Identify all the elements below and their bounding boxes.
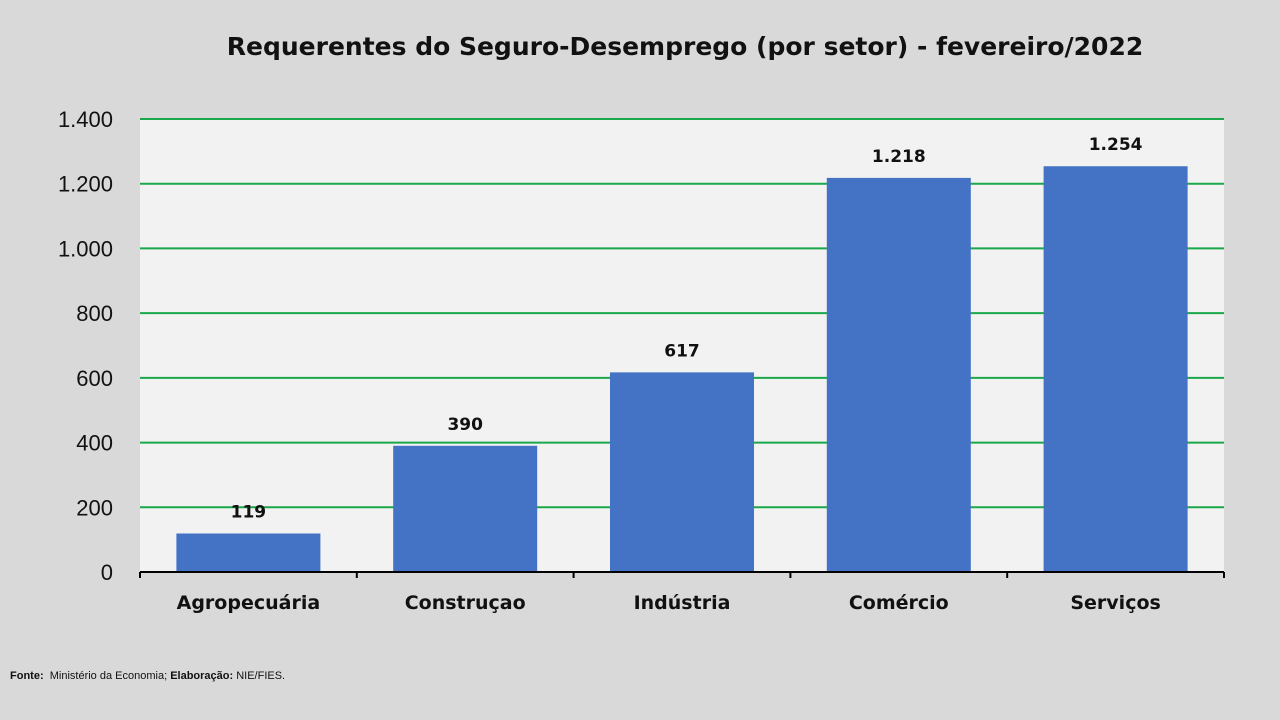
data-label: 119 <box>231 502 267 522</box>
source-label: Fonte: <box>10 670 44 682</box>
y-tick-label: 600 <box>76 366 113 391</box>
category-label: Construçao <box>405 592 526 614</box>
y-tick-label: 1.400 <box>58 107 113 132</box>
bar-2 <box>393 445 538 572</box>
data-label: 617 <box>664 341 700 361</box>
category-labels: Agropecuária Construçao Indústria Comércio S… <box>177 592 1161 614</box>
data-label: 390 <box>447 415 483 435</box>
y-axis-ticks: 0 200 400 600 800 1.000 1.200 1.400 <box>58 107 113 585</box>
y-tick-label: 400 <box>76 431 113 456</box>
y-tick-label: 1.200 <box>58 172 113 197</box>
y-tick-label: 0 <box>101 560 113 585</box>
category-label: Agropecuária <box>177 592 321 614</box>
bar-4 <box>826 177 971 572</box>
y-tick-label: 800 <box>76 301 113 326</box>
category-label: Comércio <box>849 592 949 614</box>
data-labels: 119 390 617 1.218 1.254 <box>231 135 1143 522</box>
bar-5 <box>1043 166 1188 572</box>
source-note: Fonte: Ministério da Economia; Elaboraçã… <box>10 670 285 682</box>
data-label: 1.218 <box>872 147 926 167</box>
bar-1 <box>176 533 321 572</box>
chart-title: Requerentes do Seguro-Desemprego (por se… <box>226 32 1144 61</box>
bars <box>176 166 1188 572</box>
elaboration-label: Elaboração: <box>170 670 234 682</box>
category-label: Serviços <box>1070 592 1160 614</box>
x-axis <box>139 571 1225 578</box>
source-text: Ministério da Economia; <box>49 670 168 682</box>
category-label: Indústria <box>634 592 731 614</box>
y-tick-label: 1.000 <box>58 236 113 261</box>
y-tick-label: 200 <box>76 495 113 520</box>
elaboration-text: NIE/FIES. <box>236 670 286 682</box>
bar-3 <box>610 372 754 572</box>
data-label: 1.254 <box>1089 135 1143 155</box>
